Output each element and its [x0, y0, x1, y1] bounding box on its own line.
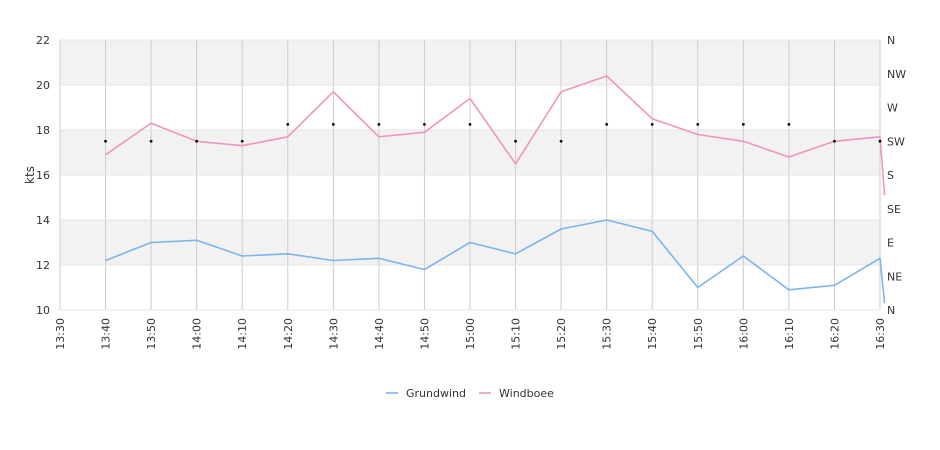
direction-marker	[878, 139, 882, 143]
direction-marker	[559, 139, 563, 143]
x-tick-label: 13:30	[54, 318, 67, 350]
x-tick-label: 16:30	[874, 318, 887, 350]
x-tick-label: 15:10	[510, 318, 523, 350]
legend-label-windboee: Windboee	[499, 387, 554, 400]
x-tick-label: 13:50	[145, 318, 158, 350]
direction-tick-label: E	[887, 237, 894, 250]
direction-marker	[787, 122, 791, 126]
y-axis-label: kts	[23, 166, 37, 184]
direction-marker	[377, 122, 381, 126]
direction-marker	[423, 122, 426, 126]
direction-tick-label: N	[887, 34, 895, 47]
x-axis-ticks: 13:30 13:40 13:50 14:00 14:10 14:20 14:30 14:40…	[54, 318, 887, 350]
direction-marker	[240, 139, 244, 143]
direction-marker	[833, 139, 836, 143]
direction-marker	[514, 139, 517, 143]
direction-tick-label: N	[887, 304, 895, 317]
y-tick-label: 20	[36, 79, 50, 92]
y-tick-label: 18	[36, 124, 50, 137]
y-tick-label: 16	[36, 169, 50, 182]
direction-marker	[331, 122, 335, 126]
x-tick-label: 14:50	[418, 318, 431, 350]
direction-axis-ticks: N NE E SE S SW W NW N	[887, 34, 906, 317]
direction-tick-label: SW	[887, 135, 905, 148]
y-tick-label: 12	[36, 259, 50, 272]
direction-marker	[195, 139, 199, 143]
x-tick-label: 16:10	[783, 318, 796, 350]
x-tick-label: 15:30	[601, 318, 614, 350]
x-tick-label: 15:20	[555, 318, 568, 350]
x-tick-label: 14:30	[327, 318, 340, 350]
series-lines	[105, 75, 886, 304]
horizontal-gridlines	[60, 39, 880, 311]
legend-label-grundwind: Grundwind	[406, 387, 466, 400]
direction-marker	[286, 122, 290, 126]
direction-tick-label: NE	[887, 270, 902, 283]
x-tick-label: 16:20	[828, 318, 841, 350]
direction-marker	[605, 122, 609, 126]
legend[interactable]: Grundwind Windboee	[386, 387, 554, 400]
x-tick-label: 16:00	[737, 318, 750, 350]
x-tick-label: 15:40	[646, 318, 659, 350]
direction-marker	[650, 122, 654, 126]
series-line-grundwind	[105, 219, 886, 304]
y-tick-label: 10	[36, 304, 50, 317]
x-tick-label: 14:00	[191, 318, 204, 350]
y-tick-label: 22	[36, 34, 50, 47]
x-tick-label: 15:00	[464, 318, 477, 350]
direction-tick-label: SE	[887, 203, 901, 216]
direction-markers	[104, 122, 882, 143]
direction-tick-label: NW	[887, 68, 906, 81]
direction-marker	[468, 122, 472, 126]
direction-marker	[741, 122, 745, 126]
x-tick-label: 14:40	[373, 318, 386, 350]
direction-marker	[696, 122, 700, 126]
direction-marker	[149, 139, 153, 143]
x-tick-label: 13:40	[100, 318, 113, 350]
x-tick-label: 14:20	[282, 318, 295, 350]
direction-tick-label: S	[887, 169, 894, 182]
y-tick-label: 14	[36, 214, 50, 227]
direction-tick-label: W	[887, 102, 898, 115]
x-tick-label: 14:10	[236, 318, 249, 350]
y-axis-ticks: 10 12 14 16 18 20 22	[36, 34, 50, 317]
series-line-windboee	[105, 75, 886, 196]
x-tick-label: 15:50	[692, 318, 705, 350]
direction-marker	[104, 139, 107, 143]
